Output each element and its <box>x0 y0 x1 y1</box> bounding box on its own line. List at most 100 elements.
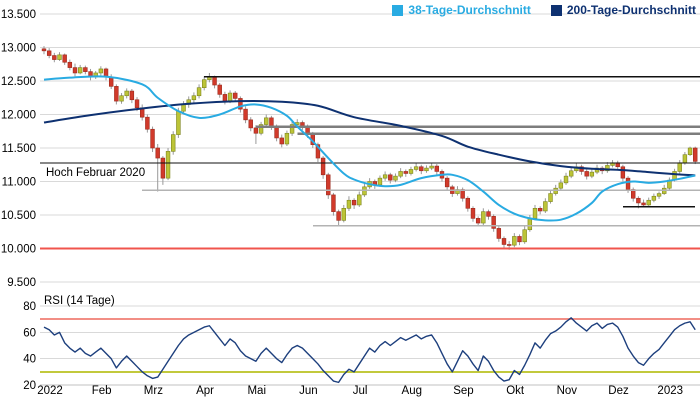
candle-up <box>119 95 124 102</box>
legend-label-ma38: 38-Tage-Durchschnitt <box>408 3 531 17</box>
candle-up <box>512 236 517 246</box>
axis-label: 12.000 <box>1 110 36 122</box>
candle-up <box>357 194 362 206</box>
candle-down <box>486 211 491 217</box>
ma200-line <box>43 99 696 177</box>
candle-up <box>264 117 269 125</box>
candle-up <box>98 68 104 74</box>
candle-down <box>41 48 47 52</box>
candle-up <box>289 124 295 134</box>
candle-up <box>413 166 419 170</box>
axis-label: Aug <box>402 385 422 397</box>
candle-up <box>543 201 548 212</box>
candle-down <box>444 177 450 188</box>
axis-label: 11.000 <box>2 177 36 189</box>
axis-label: Sep <box>453 385 473 397</box>
candle-up <box>558 182 564 189</box>
candle-down <box>233 92 238 99</box>
candle-down <box>238 98 243 110</box>
candle-up <box>124 90 129 97</box>
candle-up <box>429 165 434 169</box>
axis-label: Feb <box>92 385 112 397</box>
candle-up <box>677 162 682 172</box>
candle-up <box>77 67 83 74</box>
candle-up <box>656 193 662 197</box>
axis-label: Dez <box>608 385 629 397</box>
candle-up <box>382 174 388 179</box>
candle-down <box>336 211 341 221</box>
candle-down <box>517 236 522 243</box>
candle-up <box>258 124 264 134</box>
candle-up <box>57 54 62 60</box>
axis-label: 9.500 <box>7 277 36 289</box>
candle-up <box>605 165 610 172</box>
candle-up <box>682 154 688 164</box>
candle-up <box>191 95 197 101</box>
candle-down <box>72 67 78 74</box>
ma200-swatch-icon <box>550 4 562 16</box>
axis-label: 20 <box>23 380 36 392</box>
candle-down <box>274 126 279 139</box>
ma38-swatch-icon <box>392 4 404 16</box>
candle-up <box>522 229 527 243</box>
axis-label: 13.000 <box>1 43 36 55</box>
candle-down <box>269 117 274 127</box>
candle-down <box>279 137 284 145</box>
candle-down <box>145 116 150 130</box>
candle-up <box>568 170 574 177</box>
candle-down <box>46 50 52 56</box>
candle-down <box>150 128 155 149</box>
candle-up <box>532 208 538 219</box>
candle-down <box>475 218 481 224</box>
axis-label: Nov <box>557 385 578 397</box>
candle-down <box>584 171 589 177</box>
candle-down <box>491 216 496 229</box>
candle-down <box>222 94 228 102</box>
candle-down <box>52 55 57 60</box>
candle-down <box>641 202 646 206</box>
axis-label: 2023 <box>657 385 683 397</box>
candle-down <box>248 119 253 129</box>
legend: 38-Tage-Durchschnitt 200-Tage-Durchschni… <box>392 3 696 17</box>
candle-down <box>465 197 471 209</box>
candle-up <box>481 211 486 224</box>
candle-down <box>62 54 67 63</box>
candle-up <box>646 199 651 206</box>
axis-label: 40 <box>23 354 36 366</box>
candle-down <box>67 61 73 68</box>
candle-up <box>171 134 176 152</box>
candle-up <box>398 171 403 177</box>
candle-down <box>636 197 641 204</box>
candle-down <box>501 238 507 245</box>
candle-up <box>176 110 181 135</box>
candle-down <box>83 67 88 72</box>
candle-down <box>537 208 543 212</box>
candle-down <box>160 157 166 179</box>
candle-up <box>408 169 414 174</box>
axis-label: 13.500 <box>1 9 36 21</box>
candle-up <box>687 147 693 155</box>
legend-item-ma200: 200-Tage-Durchschnitt <box>550 3 696 17</box>
candle-up <box>346 199 352 209</box>
axis-label: 10.500 <box>1 210 36 222</box>
candle-down <box>625 177 631 190</box>
axis-label: 2022 <box>37 385 63 397</box>
candle-down <box>108 76 114 87</box>
candle-up <box>165 151 171 179</box>
candle-down <box>114 86 119 102</box>
candle-down <box>470 208 476 219</box>
candle-down <box>496 228 502 239</box>
axis-label: 80 <box>23 301 36 313</box>
candle-up <box>563 175 569 184</box>
candle-down <box>134 99 140 109</box>
candle-down <box>217 84 222 95</box>
axis-label: 11.500 <box>2 143 36 155</box>
candle-up <box>196 87 202 97</box>
candle-up <box>181 104 186 112</box>
candle-down <box>351 199 357 206</box>
candle-down <box>253 127 259 134</box>
candle-up <box>651 195 657 201</box>
candle-down <box>403 171 408 174</box>
axis-label: Jul <box>353 385 368 397</box>
